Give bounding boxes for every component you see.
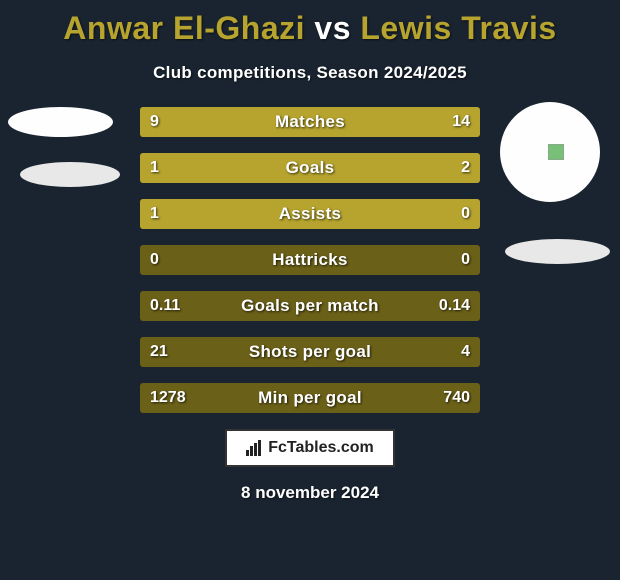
stat-row: 0.110.14Goals per match (140, 291, 480, 321)
comparison-content: 914Matches 12Goals 10Assists 00Hattricks 0.1… (0, 107, 620, 413)
player2-avatar-shadow (505, 239, 610, 264)
snapshot-date: 8 november 2024 (0, 483, 620, 503)
stat-label: Goals (140, 153, 480, 183)
player1-avatar-shadow (20, 162, 120, 187)
player2-avatar (500, 102, 600, 202)
stat-row: 1278740Min per goal (140, 383, 480, 413)
stat-label: Hattricks (140, 245, 480, 275)
comparison-title: Anwar El-Ghazi vs Lewis Travis (0, 0, 620, 47)
player1-avatar (8, 107, 113, 137)
stat-label: Assists (140, 199, 480, 229)
stat-row: 12Goals (140, 153, 480, 183)
player1-name: Anwar El-Ghazi (63, 10, 305, 46)
subtitle: Club competitions, Season 2024/2025 (0, 63, 620, 83)
stat-label: Min per goal (140, 383, 480, 413)
stat-row: 10Assists (140, 199, 480, 229)
stat-label: Goals per match (140, 291, 480, 321)
stat-label: Matches (140, 107, 480, 137)
comparison-bars: 914Matches 12Goals 10Assists 00Hattricks 0.1… (140, 107, 480, 413)
stat-row: 214Shots per goal (140, 337, 480, 367)
bars-icon (246, 440, 264, 456)
stat-row: 914Matches (140, 107, 480, 137)
logo-text: FcTables.com (268, 439, 374, 457)
player2-name: Lewis Travis (360, 10, 556, 46)
stat-label: Shots per goal (140, 337, 480, 367)
source-logo: FcTables.com (225, 429, 395, 467)
stat-row: 00Hattricks (140, 245, 480, 275)
vs-text: vs (314, 10, 351, 46)
